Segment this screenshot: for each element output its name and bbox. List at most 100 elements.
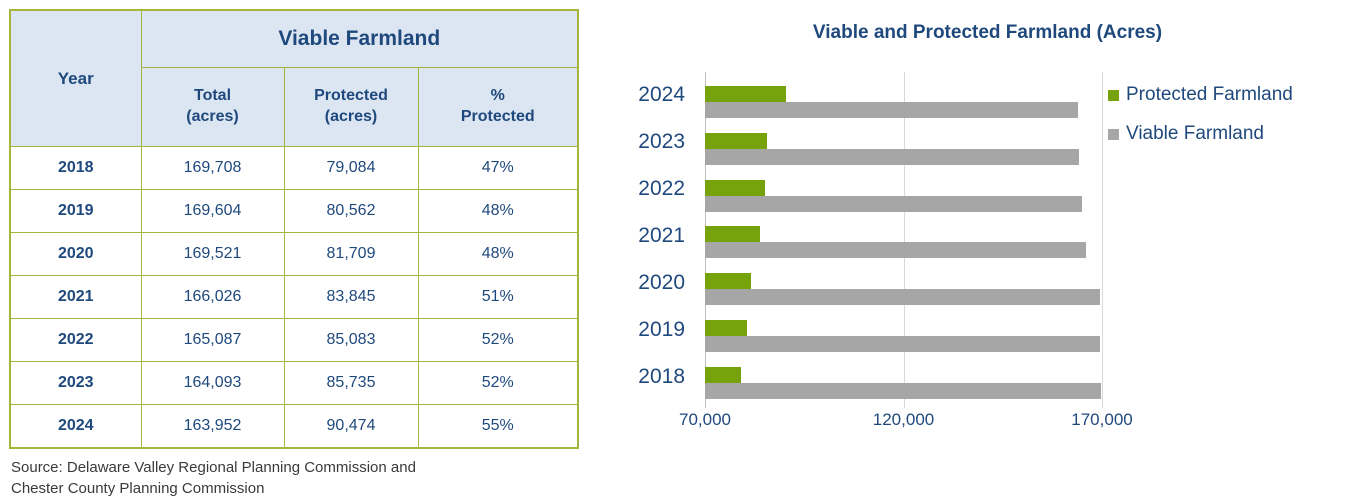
y-axis-label: 2018 — [638, 364, 685, 388]
column-header: Total (acres) — [140, 67, 285, 147]
pct-protected-cell: 47% — [417, 146, 579, 190]
protected-farmland-bar — [705, 273, 752, 290]
chart-y-axis-labels: 2024 2023 2022 2021 2020 2019 2018 — [620, 72, 696, 400]
farmland-chart: Viable and Protected Farmland (Acres) 20… — [620, 0, 1355, 502]
source-note-line1: Source: Delaware Valley Regional Plannin… — [11, 459, 416, 476]
pct-protected-cell: 48% — [417, 232, 579, 276]
legend-label: Viable Farmland — [1126, 123, 1265, 144]
bar-group — [705, 72, 1102, 119]
gridline — [1102, 72, 1103, 408]
viable-farmland-bar — [705, 289, 1101, 306]
pct-protected-cell: 52% — [417, 361, 579, 405]
y-axis-label: 2019 — [638, 317, 685, 341]
year-cell: 2023 — [9, 361, 142, 405]
protected-farmland-bar — [705, 85, 787, 102]
y-axis-label: 2023 — [638, 130, 685, 154]
year-cell: 2018 — [9, 146, 142, 190]
total-acres-cell: 169,521 — [140, 232, 285, 276]
bar-group — [705, 119, 1102, 166]
viable-farmland-bar — [705, 336, 1101, 353]
legend-item: Viable Farmland — [1108, 123, 1293, 145]
total-acres-cell: 165,087 — [140, 318, 285, 362]
column-header-line2: (acres) — [324, 108, 378, 125]
column-header-line1: Total — [193, 87, 232, 105]
total-acres-cell: 169,708 — [140, 146, 285, 190]
x-axis-tick-label: 170,000 — [1071, 410, 1133, 429]
y-axis-label: 2020 — [638, 270, 685, 294]
year-cell: 2021 — [9, 275, 142, 319]
legend-swatch-icon — [1108, 128, 1119, 140]
total-acres-cell: 166,026 — [140, 275, 285, 319]
total-acres-cell: 164,093 — [140, 361, 285, 405]
protected-acres-cell: 80,562 — [283, 189, 419, 233]
chart-x-axis-labels: 70,000 120,000 170,000 — [620, 410, 1355, 434]
protected-farmland-bar — [705, 367, 742, 384]
year-cell: 2024 — [9, 404, 142, 449]
bar-group — [705, 353, 1102, 400]
viable-farmland-bar — [705, 195, 1083, 212]
protected-acres-cell: 85,735 — [283, 361, 419, 405]
bar-group — [705, 259, 1102, 306]
table-row: 2023 164,093 85,735 52% — [9, 361, 579, 405]
protected-acres-cell: 79,084 — [283, 146, 419, 190]
viable-farmland-bar — [705, 242, 1087, 259]
pct-protected-cell: 55% — [417, 404, 579, 449]
protected-acres-cell: 81,709 — [283, 232, 419, 276]
column-header: Protected (acres) — [283, 67, 419, 147]
pct-protected-cell: 48% — [417, 189, 579, 233]
table-row: 2020 169,521 81,709 48% — [9, 232, 579, 276]
bar-group — [705, 306, 1102, 353]
total-acres-cell: 163,952 — [140, 404, 285, 449]
protected-farmland-bar — [705, 226, 760, 243]
pct-protected-cell: 52% — [417, 318, 579, 362]
table-row: 2018 169,708 79,084 47% — [9, 146, 579, 190]
column-header-line2: (acres) — [186, 108, 239, 125]
source-note-line2: Chester County Planning Commission — [11, 480, 265, 497]
protected-farmland-bar — [705, 179, 765, 196]
legend-label: Protected Farmland — [1126, 84, 1293, 105]
protected-acres-cell: 83,845 — [283, 275, 419, 319]
table-row: 2022 165,087 85,083 52% — [9, 318, 579, 362]
legend-item: Protected Farmland — [1108, 84, 1293, 106]
table-subheader-row: Total (acres) Protected (acres)% Protected — [10, 67, 579, 147]
year-column-header: Year — [9, 9, 142, 147]
x-axis-tick-label: 120,000 — [872, 410, 935, 429]
protected-farmland-bar — [705, 320, 747, 337]
group-header: Viable Farmland — [140, 9, 579, 68]
pct-protected-cell: 51% — [417, 275, 579, 319]
year-cell: 2019 — [9, 189, 142, 233]
y-axis-label: 2021 — [638, 224, 685, 247]
chart-legend: Protected Farmland Viable Farmland — [1108, 84, 1293, 145]
year-cell: 2022 — [9, 318, 142, 362]
column-header-line1: % — [490, 87, 505, 105]
viable-farmland-bar — [705, 101, 1078, 118]
source-note: Source: Delaware Valley Regional Plannin… — [9, 457, 577, 499]
table-row: 2024 163,952 90,474 55% — [9, 404, 579, 449]
legend-swatch-icon — [1108, 89, 1119, 101]
y-axis-label: 2022 — [638, 177, 685, 201]
column-header-line1: Protected — [314, 87, 388, 105]
y-axis-label: 2024 — [638, 83, 685, 107]
table-row: 2021 166,026 83,845 51% — [9, 275, 579, 319]
chart-plot-area — [705, 72, 1103, 408]
chart-title: Viable and Protected Farmland (Acres) — [812, 22, 1163, 43]
viable-farmland-bar — [705, 383, 1101, 400]
column-header: % Protected — [417, 67, 579, 147]
bar-groups — [705, 72, 1102, 400]
column-header-line2: Protected — [460, 108, 535, 125]
bar-group — [705, 213, 1102, 260]
gridline — [903, 72, 905, 408]
table-row: 2019 169,604 80,562 48% — [9, 189, 579, 233]
farmland-table-section: Year Viable Farmland Total (acres) Protect… — [9, 9, 580, 499]
farmland-table: Year Viable Farmland Total (acres) Protect… — [9, 9, 580, 449]
protected-acres-cell: 90,474 — [283, 404, 419, 449]
bar-group — [705, 166, 1102, 213]
year-cell: 2020 — [9, 232, 142, 276]
viable-farmland-bar — [705, 148, 1079, 165]
protected-acres-cell: 85,083 — [283, 318, 419, 362]
table-group-header-row: Year Viable Farmland — [9, 9, 579, 147]
x-axis-tick-label: 70,000 — [679, 410, 731, 429]
total-acres-cell: 169,604 — [140, 189, 285, 233]
protected-farmland-bar — [705, 132, 768, 149]
